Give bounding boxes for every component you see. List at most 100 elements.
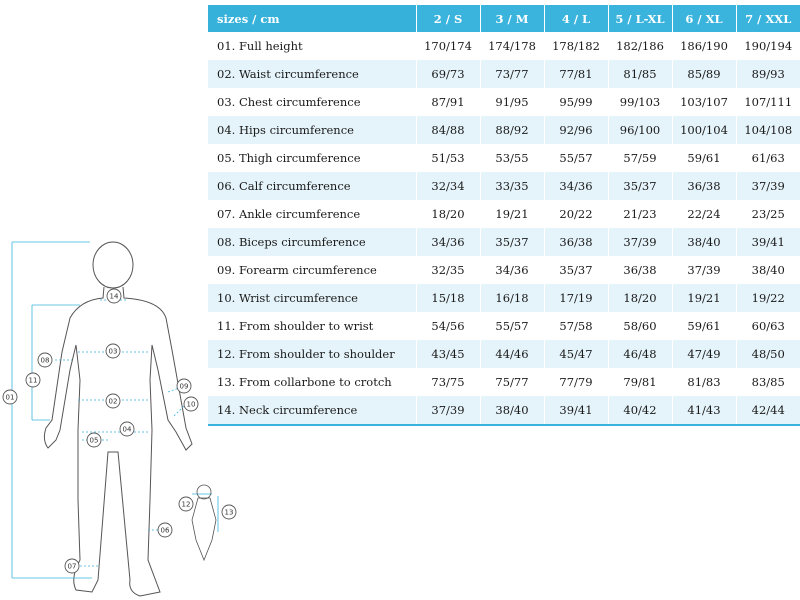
measurement-value: 36/38	[672, 172, 737, 200]
measurement-value: 37/39	[736, 172, 800, 200]
measurement-value: 91/95	[480, 88, 545, 116]
svg-text:06: 06	[161, 527, 170, 535]
measurement-value: 47/49	[672, 340, 737, 368]
measurement-value: 45/47	[544, 340, 609, 368]
measurement-label: 08. Biceps circumference	[208, 228, 417, 256]
measurement-value: 37/39	[416, 396, 481, 426]
measurement-value: 34/36	[544, 172, 609, 200]
svg-text:10: 10	[187, 401, 196, 409]
measurement-value: 18/20	[608, 284, 673, 312]
measurement-value: 57/58	[544, 312, 609, 340]
measurement-label: 03. Chest circumference	[208, 88, 417, 116]
svg-text:02: 02	[109, 398, 118, 406]
header-size-6-xl: 6 / XL	[672, 5, 737, 32]
measurement-value: 53/55	[480, 144, 545, 172]
table-row: 06. Calf circumference 32/34 33/35 34/36 35/…	[208, 172, 800, 200]
measurement-value: 77/81	[544, 60, 609, 88]
measurement-label: 01. Full height	[208, 32, 417, 60]
measurement-markers: 01 02 03 04 05 06 07 08 09 10 11 12 13 14	[2, 288, 237, 574]
measurement-value: 99/103	[608, 88, 673, 116]
measurement-label: 07. Ankle circumference	[208, 200, 417, 228]
svg-text:01: 01	[6, 394, 15, 402]
measurement-value: 81/83	[672, 368, 737, 396]
measurement-value: 34/36	[480, 256, 545, 284]
svg-text:11: 11	[29, 377, 38, 385]
measurement-value: 77/79	[544, 368, 609, 396]
measurement-value: 54/56	[416, 312, 481, 340]
measurement-value: 23/25	[736, 200, 800, 228]
measurement-value: 186/190	[672, 32, 737, 60]
marker-01: 01	[2, 389, 18, 405]
measurement-value: 42/44	[736, 396, 800, 426]
header-size-5-lxl: 5 / L-XL	[608, 5, 673, 32]
table-row: 05. Thigh circumference 51/53 53/55 55/57 57…	[208, 144, 800, 172]
measurement-value: 75/77	[480, 368, 545, 396]
table-row: 03. Chest circumference 87/91 91/95 95/99 99…	[208, 88, 800, 116]
measurement-value: 60/63	[736, 312, 800, 340]
measurement-value: 37/39	[672, 256, 737, 284]
marker-08: 08	[37, 352, 53, 368]
torso-outline	[43, 286, 193, 597]
table-row: 13. From collarbone to crotch 73/75 75/77 7…	[208, 368, 800, 396]
header-size-4-l: 4 / L	[544, 5, 609, 32]
measurement-label: 14. Neck circumference	[208, 396, 417, 426]
measurement-value: 170/174	[416, 32, 481, 60]
table-row: 04. Hips circumference 84/88 88/92 92/96 96/…	[208, 116, 800, 144]
measurement-label: 04. Hips circumference	[208, 116, 417, 144]
measurement-value: 39/41	[544, 396, 609, 426]
measurement-value: 32/35	[416, 256, 481, 284]
measurement-label: 02. Waist circumference	[208, 60, 417, 88]
svg-text:14: 14	[110, 293, 119, 301]
measurement-value: 95/99	[544, 88, 609, 116]
table-row: 10. Wrist circumference 15/18 16/18 17/19 18…	[208, 284, 800, 312]
measurement-value: 84/88	[416, 116, 481, 144]
measurement-value: 35/37	[544, 256, 609, 284]
measurement-value: 85/89	[672, 60, 737, 88]
measurement-value: 100/104	[672, 116, 737, 144]
table-row: 02. Waist circumference 69/73 73/77 77/81 81…	[208, 60, 800, 88]
svg-text:12: 12	[182, 501, 191, 509]
measurement-value: 46/48	[608, 340, 673, 368]
measurement-value: 57/59	[608, 144, 673, 172]
measurement-value: 36/38	[544, 228, 609, 256]
measurement-value: 33/35	[480, 172, 545, 200]
table-row: 08. Biceps circumference 34/36 35/37 36/38 3…	[208, 228, 800, 256]
measurement-value: 59/61	[672, 144, 737, 172]
body-measurement-figure: 01 02 03 04 05 06 07 08 09 10 11 12 13 14	[2, 241, 237, 597]
table-row: 12. From shoulder to shoulder 43/45 44/46 4…	[208, 340, 800, 368]
table-row: 07. Ankle circumference 18/20 19/21 20/22 21…	[208, 200, 800, 228]
measurement-value: 22/24	[672, 200, 737, 228]
measurement-value: 35/37	[608, 172, 673, 200]
measurement-value: 61/63	[736, 144, 800, 172]
small-figure	[191, 484, 217, 562]
table-row: 01. Full height 170/174 174/178 178/182 182/…	[208, 32, 800, 60]
measurement-value: 19/21	[480, 200, 545, 228]
svg-text:03: 03	[109, 348, 118, 356]
measurement-value: 69/73	[416, 60, 481, 88]
measurement-value: 81/85	[608, 60, 673, 88]
measurement-value: 40/42	[608, 396, 673, 426]
measurement-value: 18/20	[416, 200, 481, 228]
measurement-value: 35/37	[480, 228, 545, 256]
measurement-value: 103/107	[672, 88, 737, 116]
marker-04: 04	[119, 421, 135, 437]
table-row: 11. From shoulder to wrist 54/56 55/57 57/5…	[208, 312, 800, 340]
table-row: 14. Neck circumference 37/39 38/40 39/41 40/…	[208, 396, 800, 426]
svg-text:04: 04	[123, 426, 132, 434]
measurement-label: 09. Forearm circumference	[208, 256, 417, 284]
measurement-value: 43/45	[416, 340, 481, 368]
marker-12: 12	[178, 496, 194, 512]
measurement-value: 21/23	[608, 200, 673, 228]
marker-09: 09	[176, 378, 192, 394]
measurement-value: 19/21	[672, 284, 737, 312]
measurement-value: 38/40	[672, 228, 737, 256]
measurement-value: 41/43	[672, 396, 737, 426]
measurement-value: 190/194	[736, 32, 800, 60]
measurement-value: 51/53	[416, 144, 481, 172]
measurement-value: 17/19	[544, 284, 609, 312]
measurement-value: 178/182	[544, 32, 609, 60]
measurement-value: 87/91	[416, 88, 481, 116]
svg-text:07: 07	[68, 563, 77, 571]
measurement-value: 92/96	[544, 116, 609, 144]
marker-14: 14	[106, 288, 122, 304]
